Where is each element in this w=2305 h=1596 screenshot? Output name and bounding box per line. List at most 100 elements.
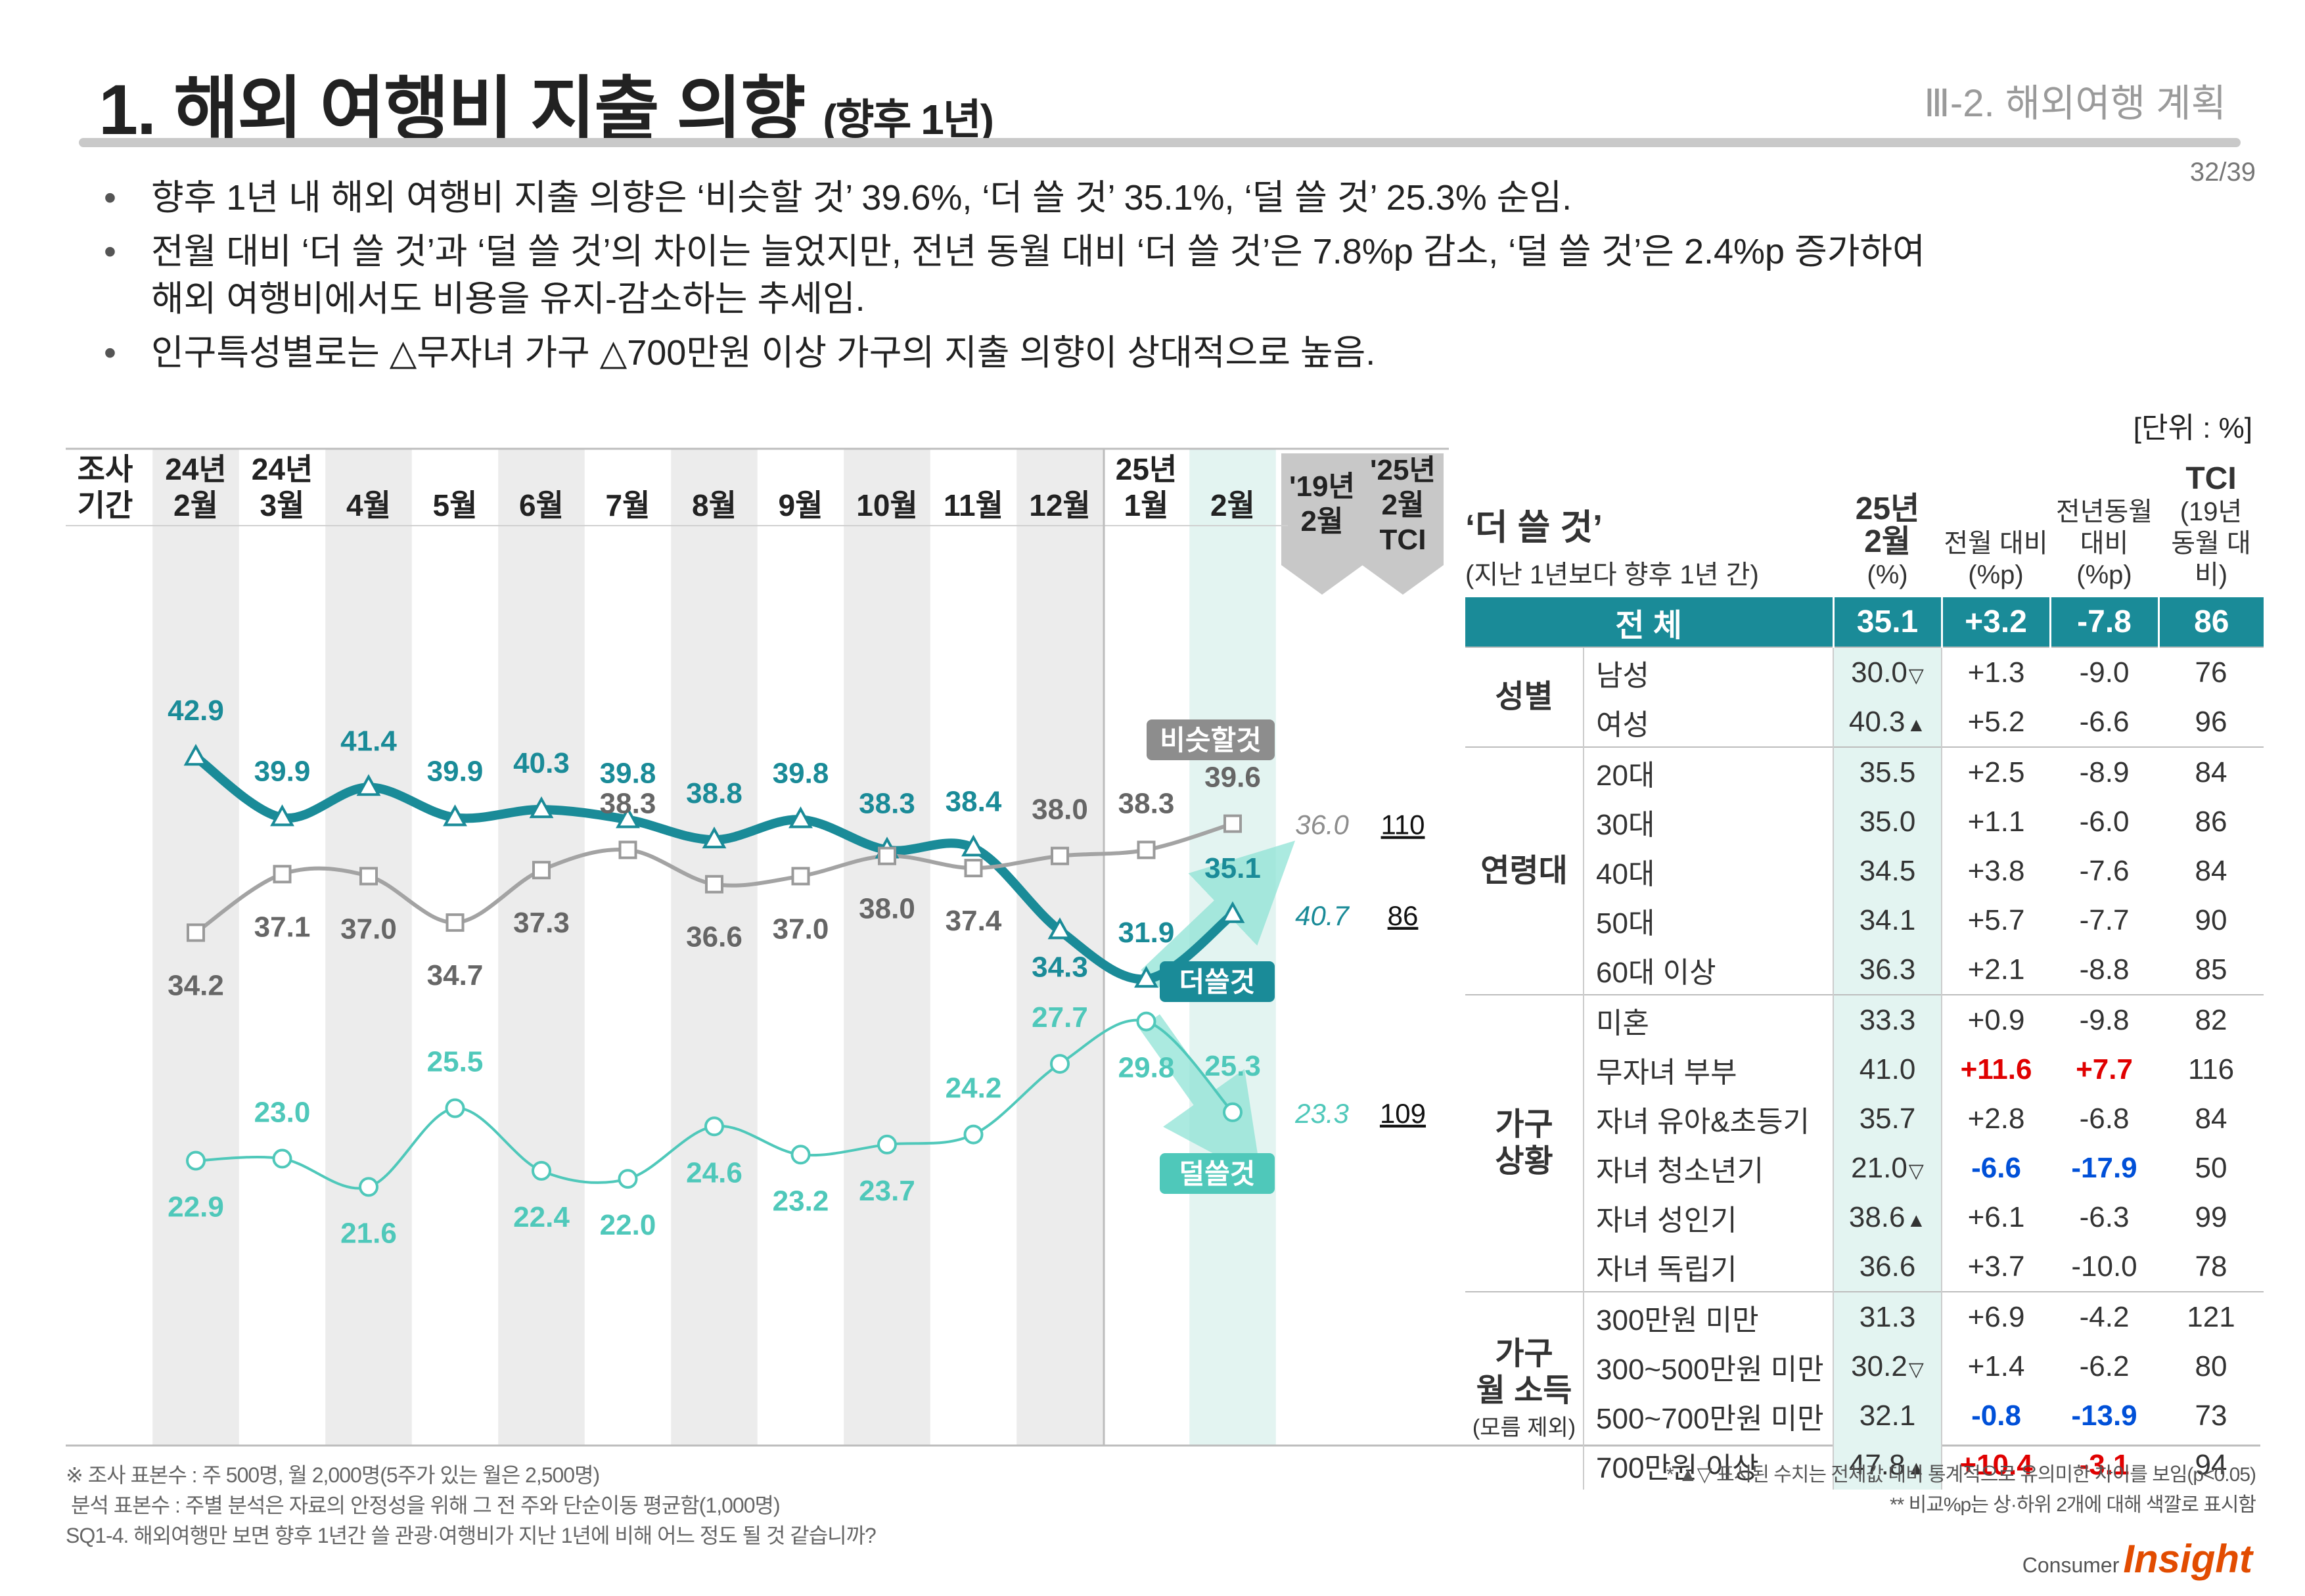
value-yoy: -7.7	[2079, 903, 2130, 936]
data-label: 38.4	[946, 785, 1002, 817]
row-label: 30대	[1582, 797, 1834, 846]
compare-header-label: '19년	[1289, 470, 1355, 503]
data-label: 38.3	[859, 788, 915, 820]
row-label: 자녀 독립기	[1582, 1242, 1834, 1292]
data-point-more	[961, 834, 986, 857]
data-label: 21.6	[340, 1217, 397, 1249]
data-label: 39.6	[1204, 762, 1261, 794]
row-label: 20대	[1582, 746, 1834, 797]
data-label: 38.3	[600, 788, 656, 820]
data-label: 24.6	[686, 1156, 742, 1189]
axis-tick-label: 3월	[260, 488, 305, 522]
value-current: 33.3	[1833, 994, 1943, 1045]
compare-2019-value: 40.7	[1295, 900, 1350, 931]
data-point-same	[618, 840, 637, 859]
data-label: 34.2	[168, 969, 224, 1001]
axis-tick-label: 24년	[252, 452, 313, 486]
value-current: 41.0	[1833, 1045, 1943, 1094]
compare-tci-value: 110	[1381, 809, 1425, 840]
column-band	[152, 449, 239, 1446]
value-mom: +2.5	[1942, 746, 2051, 797]
axis-tick-label: 25년	[1116, 452, 1177, 486]
row-label: 40대	[1582, 846, 1834, 896]
value-current: 40.3▲	[1833, 697, 1943, 747]
value-mom: +3.7	[1967, 1250, 2025, 1283]
data-point-more	[702, 827, 727, 849]
axis-tick-label: 9월	[779, 488, 823, 522]
col-header-yoy: 전년동월 대비 (%p)	[2055, 497, 2153, 589]
value-tci: 82	[2158, 994, 2264, 1045]
value-tci: 86	[2195, 805, 2227, 838]
data-label: 34.3	[1032, 951, 1088, 983]
table-row: 여성 40.3▲ +5.2 -6.6 96	[1465, 697, 2264, 747]
brand-logo: Consumer Insight	[2022, 1537, 2252, 1581]
table-row: 50대 34.1 +5.7 -7.7 90	[1465, 896, 2264, 945]
axis-tick-label: 4월	[346, 488, 391, 522]
data-point-less	[963, 1124, 984, 1145]
value-yoy: -6.8	[2079, 1102, 2130, 1135]
axis-tick-label: 2월	[1210, 488, 1255, 522]
group-label: 가구 상황	[1465, 994, 1584, 1292]
value-tci: 99	[2195, 1200, 2227, 1233]
table-row: 무자녀 부부 41.0 +11.6 +7.7 116	[1465, 1045, 2264, 1094]
value-tci: 84	[2158, 746, 2264, 797]
data-label: 42.9	[168, 695, 224, 727]
value-current: 32.1	[1833, 1391, 1943, 1440]
significance-mark: ▲	[1906, 714, 1927, 736]
column-band	[671, 449, 758, 1446]
data-label: 37.0	[340, 913, 397, 945]
value-tci: 90	[2195, 903, 2227, 936]
row-label: 미혼	[1582, 994, 1834, 1045]
axis-tick-label: 24년	[165, 452, 227, 486]
value-yoy: -7.6	[2079, 854, 2130, 887]
title-divider	[79, 138, 2241, 147]
row-label: 자녀 유아&초등기	[1582, 1094, 1834, 1143]
table-row: 자녀 독립기 36.6 +3.7 -10.0 78	[1465, 1242, 2264, 1292]
data-label: 24.2	[946, 1072, 1002, 1105]
row-label: 여성	[1582, 697, 1834, 747]
footnotes-right: * ▲▽ 표시된 수치는 전체값 대비 통계적으로 유의미한 차이를 보임(p<…	[1666, 1460, 2256, 1520]
data-point-less	[877, 1134, 897, 1154]
value-current: 36.6	[1833, 1242, 1943, 1292]
data-point-less	[445, 1098, 465, 1118]
value-tci: 80	[2195, 1350, 2227, 1382]
data-point-less	[272, 1149, 292, 1169]
total-value: 86	[2157, 597, 2264, 647]
data-point-same	[964, 859, 983, 878]
total-value: -7.8	[2049, 597, 2159, 647]
data-point-same	[445, 913, 465, 932]
compare-header-label: 2월	[1301, 505, 1344, 537]
value-current: 35.5	[1833, 746, 1943, 797]
data-label: 41.4	[340, 725, 397, 757]
compare-tci-value: 86	[1388, 900, 1419, 931]
value-yoy: -13.9	[2071, 1399, 2137, 1432]
axis-tick-label: 8월	[692, 488, 737, 522]
data-point-less	[618, 1169, 638, 1189]
data-point-less	[359, 1177, 378, 1197]
series-tag-less: 덜쓸것	[1179, 1158, 1256, 1189]
value-tci: 84	[2195, 1102, 2227, 1135]
value-mom: +1.4	[1967, 1350, 2025, 1382]
value-yoy: -3.1	[2079, 1448, 2130, 1481]
axis-tick-label: 5월	[433, 488, 478, 522]
value-tci: 121	[2158, 1291, 2264, 1342]
data-point-more	[1220, 901, 1245, 923]
table-row: 300~500만원 미만 30.2▽ +1.4 -6.2 80	[1465, 1342, 2264, 1391]
bullet-item: 인구특성별로는 △무자녀 가구 △700만원 이상 가구의 지출 의향이 상대적…	[99, 329, 2070, 376]
row-label: 50대	[1582, 896, 1834, 945]
data-point-same	[791, 867, 810, 886]
column-band	[498, 449, 585, 1446]
data-point-less	[704, 1116, 724, 1137]
data-point-more	[270, 804, 294, 827]
value-mom: -6.6	[1971, 1151, 2021, 1184]
table-row: 30대 35.0 +1.1 -6.0 86	[1465, 797, 2264, 846]
bullet-item: 향후 1년 내 해외 여행비 지출 의향은 ‘비슷할 것’ 39.6%, ‘더 …	[99, 174, 2070, 221]
page-number: 32/39	[2189, 158, 2256, 187]
data-label: 39.9	[427, 755, 484, 787]
value-mom: +5.2	[1967, 705, 2025, 738]
group-label: 연령대	[1465, 746, 1584, 995]
value-mom: -0.8	[1971, 1399, 2021, 1432]
compare-header-band	[1362, 453, 1444, 595]
footnote: * ▲▽ 표시된 수치는 전체값 대비 통계적으로 유의미한 차이를 보임(p<…	[1666, 1464, 2256, 1486]
table-row: 성별 남성 30.0▽ +1.3 -9.0 76	[1465, 647, 2264, 747]
